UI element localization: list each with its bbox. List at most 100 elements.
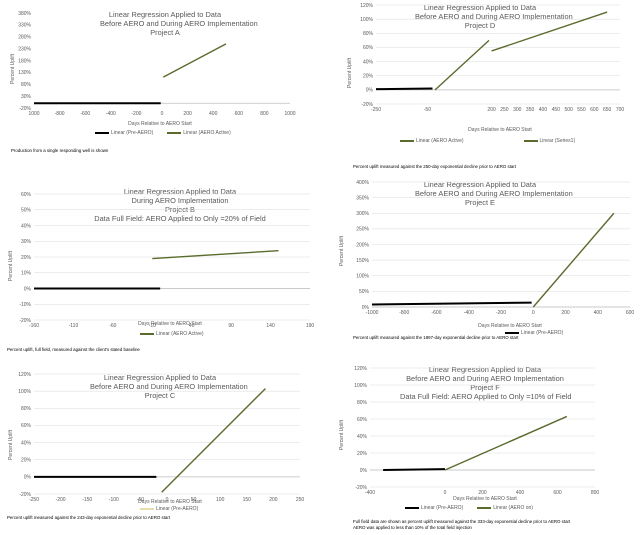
y-tick-label: 40%	[357, 434, 368, 440]
series-line	[152, 250, 279, 260]
series-line	[383, 468, 446, 471]
chart-title: Linear Regression Applied to Data Before…	[415, 3, 573, 30]
x-tick-label: 800	[591, 490, 600, 496]
x-tick-label: 200	[478, 490, 487, 496]
y-tick-label: -20%	[355, 485, 367, 491]
x-tick-label: -800	[399, 310, 409, 316]
x-tick-label: -600	[431, 310, 441, 316]
chart-caption: Percent uplift measured against the 250-…	[353, 164, 517, 169]
y-tick-label: -20%	[19, 106, 31, 112]
x-tick-label: 600	[626, 310, 635, 316]
y-tick-label: 40%	[21, 440, 32, 446]
x-tick-label: 200	[183, 111, 192, 117]
caption-line: Full field data are shown as percent upl…	[353, 519, 571, 524]
y-tick-label: 0%	[24, 475, 32, 481]
legend: Linear (AERO Active) Linear (Series1)	[400, 138, 575, 144]
x-tick-label: 250	[296, 497, 305, 503]
legend-item: Linear (AERO Active)	[140, 331, 204, 337]
chart-caption: Percent uplift measured against the 1897…	[353, 335, 519, 340]
title-line: Project C	[144, 391, 176, 400]
y-tick-label: 230%	[18, 46, 31, 52]
title-line: Project E	[465, 198, 495, 207]
title-line: Data Full Field: AERO Applied to Only =2…	[94, 214, 266, 223]
chart-caption: Percent uplift measured against the 243-…	[7, 515, 171, 520]
y-tick-label: 150%	[356, 258, 369, 264]
title-line: Linear Regression Applied to Data	[103, 373, 217, 382]
title-line: Before AERO and During AERO Implementati…	[100, 19, 258, 28]
title-line: Before AERO and During AERO Implementati…	[415, 189, 573, 198]
x-axis-label: Days Relative to AERO Start	[468, 127, 532, 133]
title-line: Before AERO and During AERO Implementati…	[90, 382, 248, 391]
x-tick-label: -50	[424, 107, 431, 113]
title-line: Linear Regression Applied to Data	[428, 365, 542, 374]
x-tick-label: 1000	[28, 111, 39, 117]
title-line: Project F	[470, 383, 500, 392]
y-tick-label: 180%	[18, 58, 31, 64]
x-tick-label: 450	[552, 107, 561, 113]
x-tick-label: 150	[243, 497, 252, 503]
series-line	[375, 87, 433, 91]
title-line: Linear Regression Applied to Data	[123, 187, 237, 196]
x-tick-label: -600	[80, 111, 90, 117]
y-tick-label: 40%	[21, 223, 32, 229]
x-tick-label: -250	[371, 107, 381, 113]
y-tick-label: 280%	[18, 35, 31, 41]
legend-item: Linear (Pre-AERO)	[405, 505, 463, 511]
x-tick-label: -200	[56, 497, 66, 503]
y-tick-label: 80%	[21, 406, 32, 412]
plot-area: 0% 50% 100% 150% 200% 250% 300% 350% 400% -1000 -8…	[356, 180, 635, 316]
y-tick-label: 130%	[18, 70, 31, 76]
y-tick-label: 300%	[356, 211, 369, 217]
legend-item: Linear (AERO Active)	[167, 130, 231, 136]
x-tick-label: 200	[487, 107, 496, 113]
series-line	[434, 39, 490, 91]
x-tick-label: 100	[216, 497, 225, 503]
x-tick-label: 550	[577, 107, 586, 113]
y-axis-label: Percent Uplift	[8, 429, 14, 460]
title-line: Linear Regression Applied to Data	[423, 180, 537, 189]
caption-line: AERO was applied to less than 10% of the…	[353, 525, 472, 530]
x-tick-label: 400	[594, 310, 603, 316]
chart-panel-a: Linear Regression Applied to Data Before…	[0, 0, 320, 170]
x-tick-label: 300	[513, 107, 522, 113]
title-line: Data Full Field: AERO Applied to Only =1…	[400, 392, 572, 401]
x-tick-label: 700	[616, 107, 625, 113]
y-tick-label: 0%	[360, 468, 368, 474]
legend-item: Linear (Pre-AERO)	[505, 330, 563, 336]
chart-panel-f: Linear Regression Applied to Data Before…	[320, 362, 640, 535]
legend-item: Linear (Pre-AERO)	[140, 506, 198, 512]
y-axis-label: Percent Uplift	[10, 53, 16, 84]
y-tick-label: 0%	[366, 88, 374, 94]
x-tick-label: -150	[82, 497, 92, 503]
legend-item: Linear (AERO on)	[477, 505, 533, 511]
x-tick-label: -200	[131, 111, 141, 117]
y-tick-label: 20%	[357, 451, 368, 457]
chart-title: Linear Regression Applied to Data Before…	[400, 365, 572, 401]
series-line	[491, 11, 608, 52]
title-line: During AERO Implementation	[131, 196, 229, 205]
x-axis-label: Days Relative to AERO Start	[138, 321, 202, 327]
y-tick-label: 80%	[363, 31, 374, 37]
y-tick-label: 200%	[356, 242, 369, 248]
legend: Linear (Pre-AERO) Linear (AERO Active)	[95, 130, 231, 136]
chart-title: Linear Regression Applied to Data Before…	[100, 10, 258, 37]
y-tick-label: 40%	[363, 59, 374, 65]
y-tick-label: 100%	[356, 274, 369, 280]
title-line: Project D	[464, 21, 496, 30]
chart-caption: Production from a single responding well…	[11, 148, 109, 153]
x-tick-label: -50	[137, 497, 144, 503]
series-line	[161, 388, 266, 493]
x-tick-label: -160	[29, 323, 39, 329]
x-tick-label: 90	[228, 323, 234, 329]
y-tick-label: -20%	[19, 492, 31, 498]
plot-area: -20% 0% 20% 40% 60% 80% 100% 120% -400 0 200 400 600…	[354, 366, 600, 496]
legend: Linear (Pre-AERO)	[505, 330, 563, 336]
legend: Linear (AERO Active)	[140, 331, 204, 337]
y-tick-label: 380%	[18, 11, 31, 17]
x-tick-label: 0	[166, 497, 169, 503]
y-tick-label: 10%	[21, 271, 32, 277]
title-line: Before AERO and During AERO Implementati…	[406, 374, 564, 383]
x-axis-label: Days Relative to AERO Start	[478, 323, 542, 329]
x-tick-label: 400	[539, 107, 548, 113]
y-tick-label: -20%	[361, 102, 373, 108]
